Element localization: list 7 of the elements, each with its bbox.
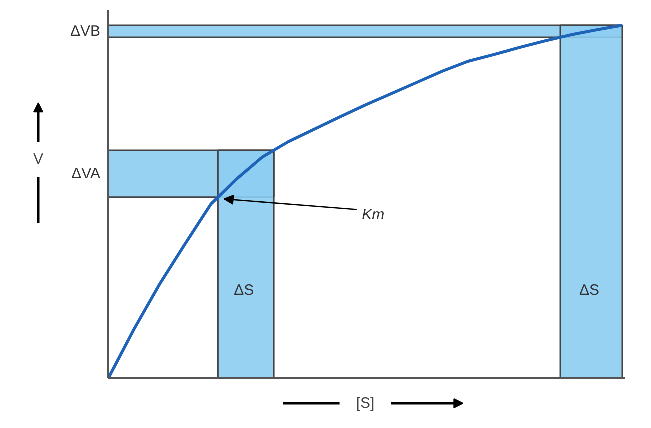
annotation: ΔS xyxy=(580,282,600,299)
band-label: ΔVA xyxy=(72,165,101,182)
annotation: ΔS xyxy=(234,282,254,299)
x-axis-title: [S] xyxy=(356,395,375,412)
band-label: ΔVB xyxy=(70,23,100,40)
y-axis-title: V xyxy=(34,151,44,168)
annotation: Km xyxy=(362,206,385,224)
